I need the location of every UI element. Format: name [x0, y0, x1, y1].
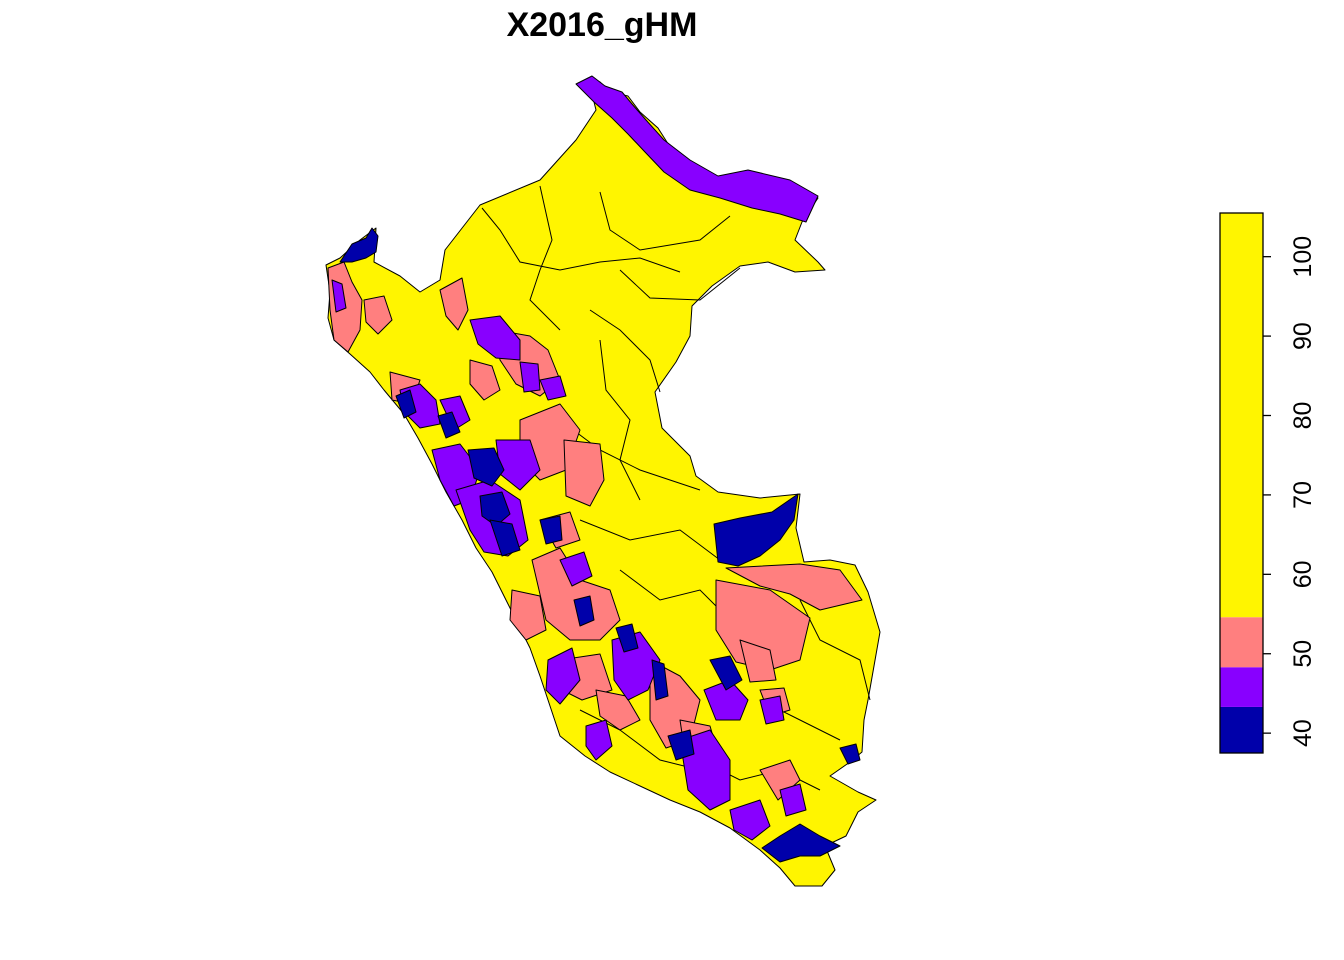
legend-tick-label: 50: [1289, 640, 1317, 668]
legend-color-bar: [1220, 213, 1263, 753]
regions-very-low: [339, 227, 861, 863]
legend-bin-2: [1220, 617, 1263, 668]
legend-tick-label: 60: [1289, 560, 1317, 588]
legend-frame: [1219, 212, 1264, 754]
legend-tick-label: 90: [1289, 322, 1317, 350]
legend-bin-3: [1220, 213, 1263, 618]
legend-tick-label: 40: [1289, 719, 1317, 747]
region-boundaries-north: [481, 185, 871, 791]
legend-bin-0: [1220, 706, 1263, 753]
region-north-border: [575, 75, 819, 223]
legend-bin-1: [1220, 667, 1263, 707]
map-title: X2016_gHM: [506, 6, 698, 44]
legend-ticks: 40 50 60 70 80 90 100: [1263, 236, 1317, 747]
legend-tick-label: 100: [1289, 236, 1317, 278]
legend-tick-label: 70: [1289, 481, 1317, 509]
legend-tick-label: 80: [1289, 402, 1317, 430]
